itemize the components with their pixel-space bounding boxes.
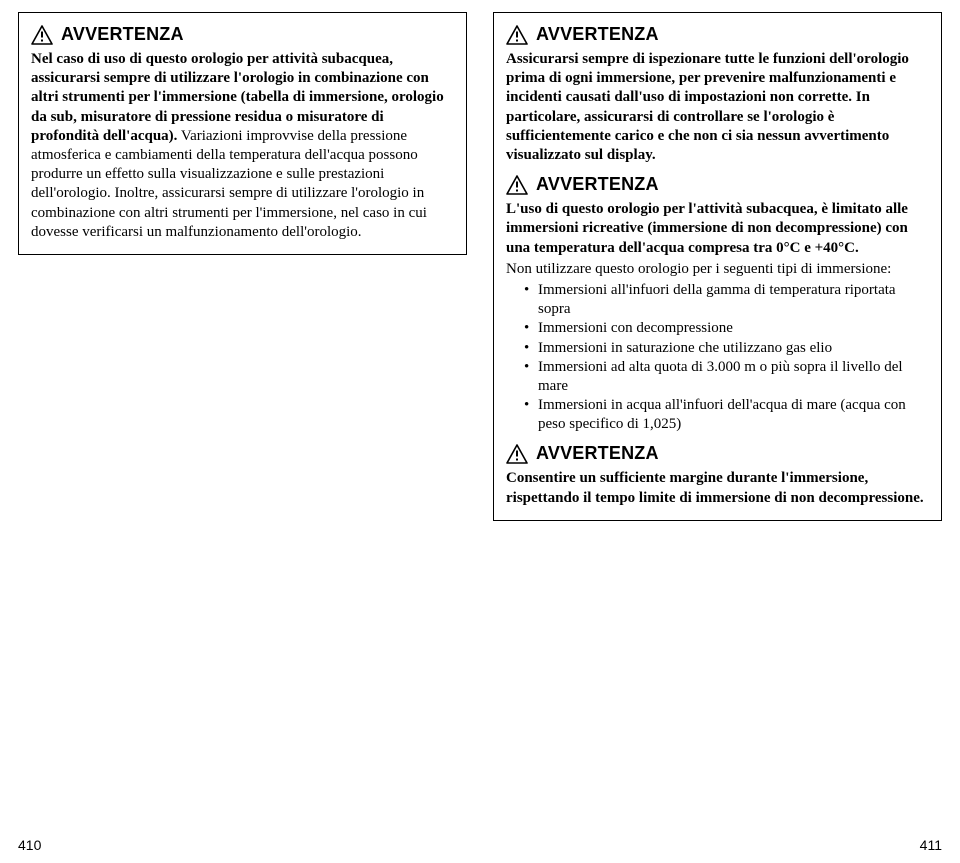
warning-label: AVVERTENZA [536,173,659,196]
list-item-text: Immersioni in acqua all'infuori dell'acq… [538,396,929,434]
warning-text-1: Assicurarsi sempre di ispezionare tutte … [506,50,929,165]
warning-triangle-icon [506,175,528,195]
warning-heading: AVVERTENZA [31,23,454,46]
right-warning-container: AVVERTENZA Assicurarsi sempre di ispezio… [493,12,942,521]
warning-bold: Consentire un sufficiente margine durant… [506,470,924,505]
warning-label: AVVERTENZA [536,442,659,465]
warning-bold: L'uso di questo orologio per l'attività … [506,201,908,255]
warning-heading: AVVERTENZA [506,173,929,196]
list-item: • Immersioni in saturazione che utilizzan… [506,339,929,358]
list-item-text: Immersioni ad alta quota di 3.000 m o pi… [538,358,929,396]
warning-triangle-icon [506,25,528,45]
warning-text: Nel caso di uso di questo orologio per a… [31,50,454,242]
bullet-list: • Immersioni all'infuori della gamma di t… [506,281,929,435]
list-item: • Immersioni con decompressione [506,319,929,338]
warning-plain-2: Non utilizzare questo orologio per i seg… [506,260,929,279]
left-column: AVVERTENZA Nel caso di uso di questo oro… [18,12,467,521]
warning-triangle-icon [31,25,53,45]
bullet-dot: • [524,339,532,358]
warning-label: AVVERTENZA [536,23,659,46]
warning-triangle-icon [506,444,528,464]
bullet-dot: • [524,281,532,300]
warning-box-1: AVVERTENZA Nel caso di uso di questo oro… [18,12,467,255]
page-numbers: 410 411 [0,837,960,855]
warning-plain: Variazioni improvvise della pressione at… [31,128,427,240]
page-number-right: 411 [920,837,942,855]
list-item-text: Immersioni in saturazione che utilizzano… [538,339,929,358]
list-item: • Immersioni ad alta quota di 3.000 m o p… [506,358,929,396]
warning-text-2: L'uso di questo orologio per l'attività … [506,200,929,258]
warning-text-3: Consentire un sufficiente margine durant… [506,469,929,507]
list-item: • Immersioni all'infuori della gamma di t… [506,281,929,319]
list-item-text: Immersioni all'infuori della gamma di te… [538,281,929,319]
warning-label: AVVERTENZA [61,23,184,46]
right-column: AVVERTENZA Assicurarsi sempre di ispezio… [493,12,942,521]
warning-bold: Assicurarsi sempre di ispezionare tutte … [506,51,909,163]
bullet-dot: • [524,358,532,377]
list-item-text: Immersioni con decompressione [538,319,929,338]
bullet-dot: • [524,396,532,415]
bullet-dot: • [524,319,532,338]
list-item: • Immersioni in acqua all'infuori dell'ac… [506,396,929,434]
page-number-left: 410 [18,837,41,855]
warning-heading: AVVERTENZA [506,23,929,46]
warning-heading: AVVERTENZA [506,442,929,465]
